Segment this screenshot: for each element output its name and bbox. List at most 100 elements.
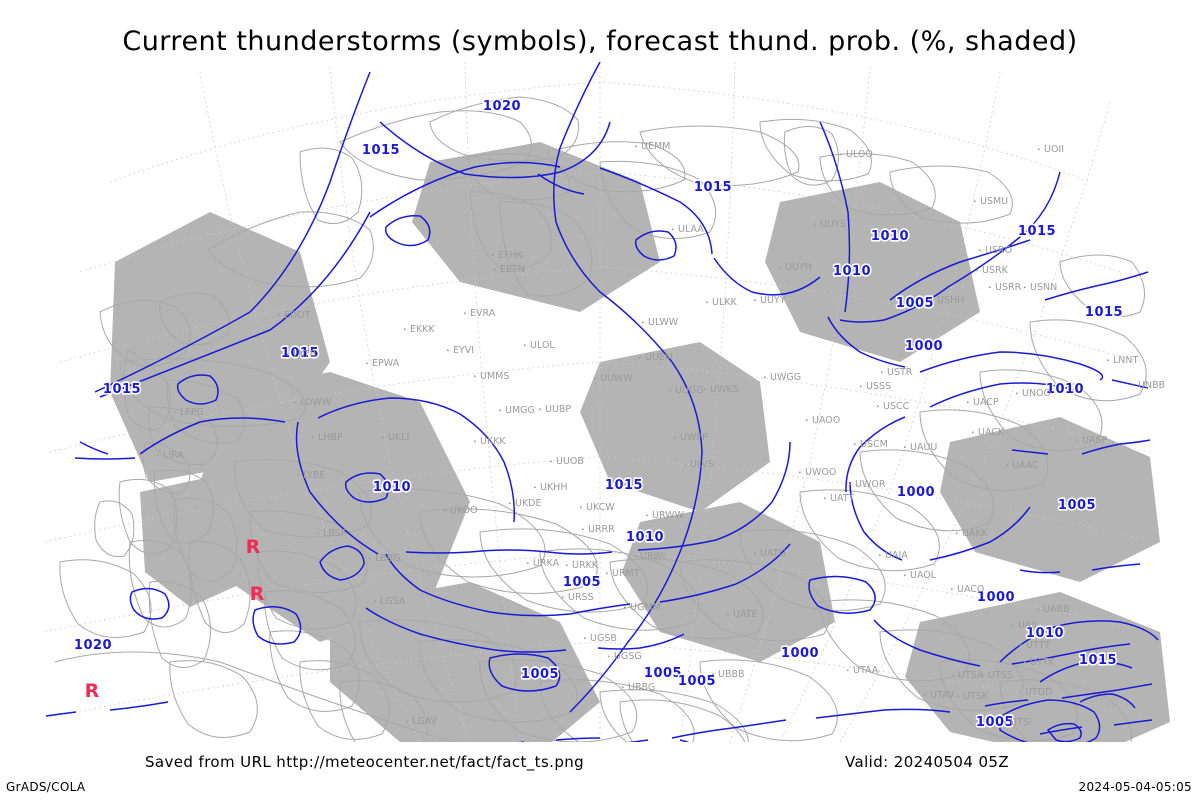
station-dot xyxy=(1038,148,1040,151)
station-dot xyxy=(524,344,526,347)
station-dot xyxy=(764,376,766,379)
station-label: UGSB xyxy=(590,633,617,644)
station-dot xyxy=(494,268,496,271)
isobar-label-halo: 1005 xyxy=(521,667,559,682)
station-label: UBBG xyxy=(628,682,655,693)
station-label: UABB xyxy=(1043,604,1070,615)
station-label: UAII xyxy=(1018,620,1037,631)
station-label: URSS xyxy=(568,592,594,603)
weather-map[interactable]: 1020 1020 1015 1015 1015 1015 1015 1015 1010 1010… xyxy=(0,62,1200,742)
station-label: USRK xyxy=(982,265,1009,276)
station-label: LNNT xyxy=(1113,355,1139,366)
isobar-label-halo: 1010 xyxy=(871,229,909,244)
station-dot xyxy=(639,356,641,359)
station-label: USSS xyxy=(866,381,891,392)
isobar-label: 1005 xyxy=(678,674,716,689)
isobar-label-halo: 1015 xyxy=(1085,305,1123,320)
station-label: UTDD xyxy=(1025,687,1052,698)
station-label: UATE xyxy=(733,609,758,620)
station-label: LKTB xyxy=(293,349,316,360)
station-dot xyxy=(956,532,958,535)
station-dot xyxy=(1076,439,1078,442)
station-dot xyxy=(1006,464,1008,467)
station-dot xyxy=(474,375,476,378)
station-dot xyxy=(447,349,449,352)
station-dot xyxy=(952,674,954,677)
station-dot xyxy=(1107,359,1109,362)
station-dot xyxy=(174,411,176,414)
station-dot xyxy=(669,389,671,392)
station-dot xyxy=(881,371,883,374)
station-label: UAIA xyxy=(885,550,908,561)
isobar-label: 1000 xyxy=(905,339,943,354)
station-label: LYBE xyxy=(303,470,325,481)
station-dot xyxy=(982,674,984,677)
isobar-label-halo: 1000 xyxy=(781,646,819,661)
isobar-label: 1010 xyxy=(1026,626,1064,641)
station-label: UNBB xyxy=(1138,380,1165,391)
station-label: USNN xyxy=(1030,282,1057,293)
station-dot xyxy=(979,249,981,252)
isobar-label-halo: 1000 xyxy=(905,339,943,354)
station-dot xyxy=(1037,608,1039,611)
station-label: UWOR xyxy=(855,479,886,490)
station-dot xyxy=(779,266,781,269)
station-label: UAUU xyxy=(910,442,937,453)
station-dot xyxy=(580,506,582,509)
isobar-label: 1000 xyxy=(977,590,1015,605)
station-label: UKOO xyxy=(450,505,478,516)
map-canvas[interactable]: 1020 1020 1015 1015 1015 1015 1015 1015 1010 1010… xyxy=(0,62,1200,742)
station-dot xyxy=(849,483,851,486)
isobar-label-halo: 1015 xyxy=(1018,224,1056,239)
isobar-label-halo: 1005 xyxy=(678,674,716,689)
station-dot xyxy=(754,552,756,555)
station-dot xyxy=(877,405,879,408)
station-label: UUWW xyxy=(600,373,633,384)
station-label: UNOO xyxy=(1022,388,1051,399)
station-label: EVRA xyxy=(470,308,496,319)
isobar-label: 1005 xyxy=(896,296,934,311)
station-label: URKA xyxy=(533,558,560,569)
station-label: LFPG xyxy=(180,407,204,418)
coastline-layer xyxy=(54,96,1147,742)
station-dot xyxy=(799,471,801,474)
isobar-label-halo: 1010 xyxy=(626,530,664,545)
station-label: UAOL xyxy=(910,570,937,581)
isobar-label-halo: 1005 xyxy=(896,296,934,311)
station-dot xyxy=(1019,691,1021,694)
station-label: ULVS xyxy=(690,459,714,470)
station-label: LBSF xyxy=(323,528,346,539)
valid-time-label: Valid: 20240504 05Z xyxy=(845,753,1010,771)
station-dot xyxy=(474,440,476,443)
station-label: UMGG xyxy=(505,405,535,416)
isobar-label-halo: 1005 xyxy=(644,666,682,681)
station-dot xyxy=(704,388,706,391)
isobar-label-halo: 1010 xyxy=(373,480,411,495)
station-dot xyxy=(860,385,862,388)
station-dot xyxy=(539,408,541,411)
station-label: UAOO xyxy=(812,415,840,426)
station-label: UKLI xyxy=(388,432,409,443)
station-label: UTAA xyxy=(853,665,879,676)
station-label: USHH xyxy=(937,295,964,306)
station-dot xyxy=(1012,624,1014,627)
station-dot xyxy=(931,299,933,302)
station-label: ULOL xyxy=(530,340,555,351)
station-dot xyxy=(727,613,729,616)
station-dot xyxy=(972,431,974,434)
station-label: UUYY xyxy=(760,295,786,306)
station-dot xyxy=(754,299,756,302)
station-dot xyxy=(527,562,529,565)
station-dot xyxy=(608,655,610,658)
station-label: UWKS xyxy=(710,384,739,395)
station-dot xyxy=(840,153,842,156)
station-dot xyxy=(278,314,280,317)
station-dot xyxy=(562,596,564,599)
station-dot xyxy=(951,588,953,591)
station-dot xyxy=(509,502,511,505)
station-dot xyxy=(674,436,676,439)
station-label: LIRA xyxy=(163,450,184,461)
isobar-layer xyxy=(45,62,1159,742)
station-dot xyxy=(847,669,849,672)
station-label: URKK xyxy=(572,560,599,571)
